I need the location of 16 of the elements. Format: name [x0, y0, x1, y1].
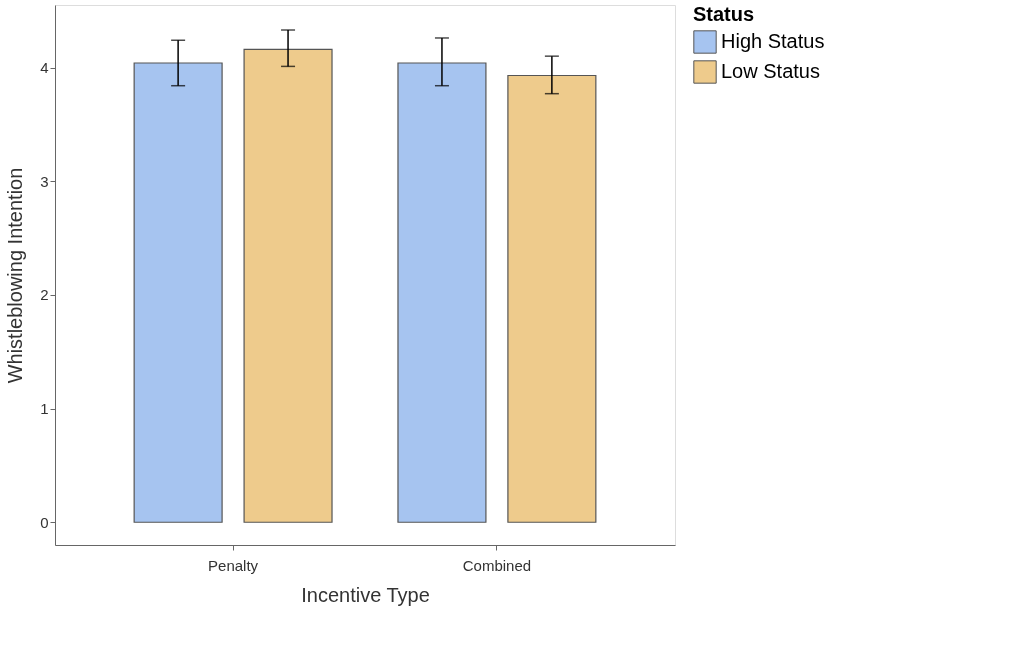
x-tick-label: Penalty [208, 556, 259, 574]
bar [507, 74, 597, 523]
y-tick-label: 2 [40, 286, 49, 304]
x-axis-title: Incentive Type [301, 583, 430, 606]
bar [243, 48, 333, 523]
y-axis-title: Whistleblowing Intention [4, 167, 27, 384]
y-tick-label: 1 [40, 400, 49, 418]
y-tick-label: 3 [40, 172, 49, 190]
legend-title: Status [693, 3, 755, 25]
legend-label: High Status [721, 30, 825, 52]
bar [133, 62, 223, 523]
y-tick-label: 0 [40, 513, 49, 531]
x-tick-label: Combined [462, 556, 532, 574]
bar [397, 62, 487, 523]
legend-label: Low Status [721, 60, 820, 82]
y-tick-label: 4 [40, 59, 49, 77]
